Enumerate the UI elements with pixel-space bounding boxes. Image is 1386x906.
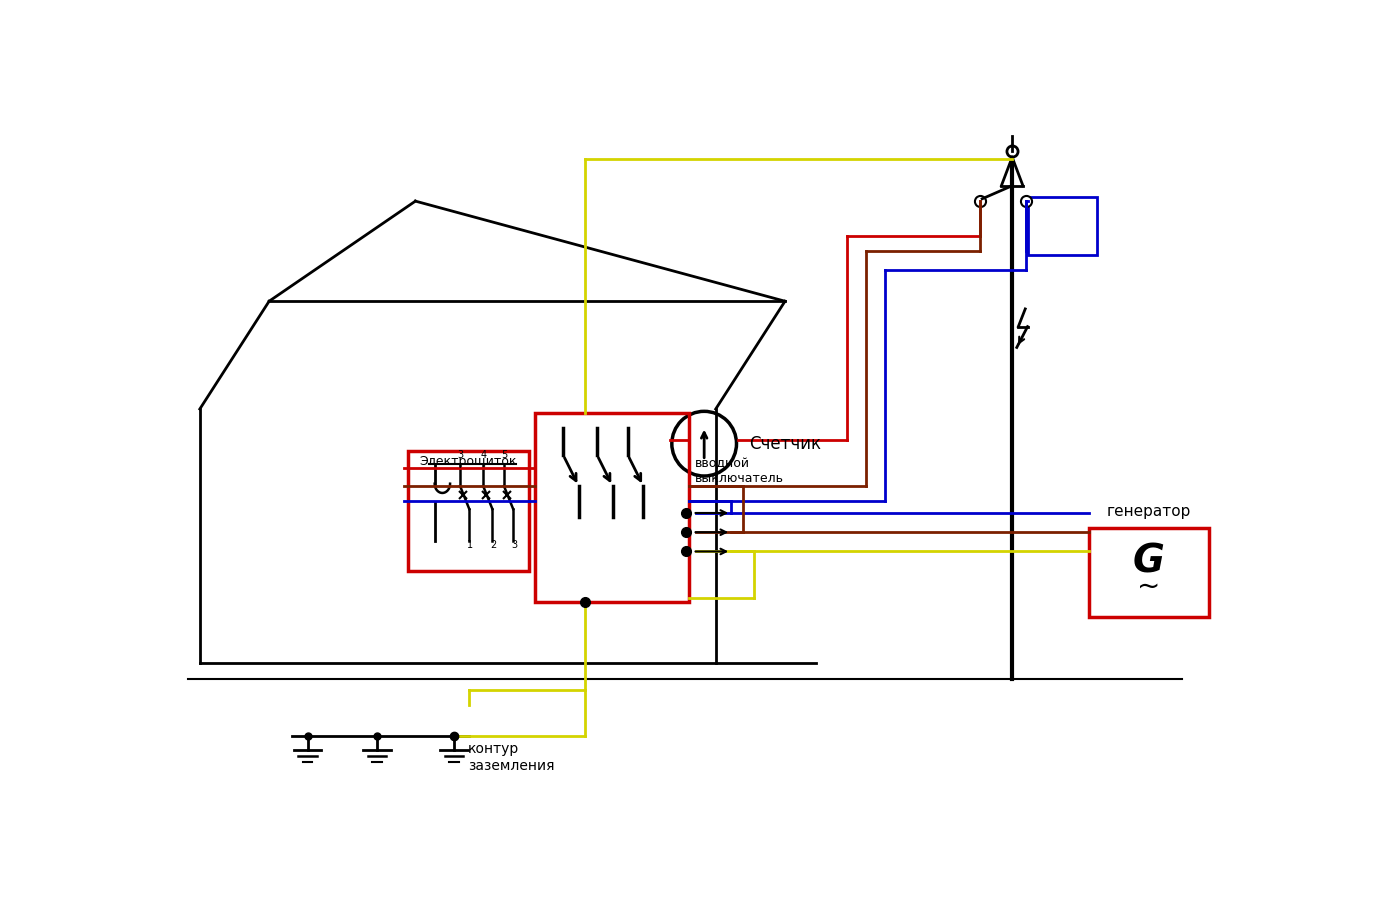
- Bar: [1027, 198, 1096, 255]
- Text: 4: 4: [481, 450, 486, 460]
- Text: 5: 5: [502, 450, 507, 460]
- Bar: [535, 413, 689, 602]
- Text: контур
заземления: контур заземления: [467, 742, 554, 773]
- Bar: [1089, 528, 1209, 617]
- Text: 3: 3: [511, 540, 517, 550]
- Text: G: G: [1132, 543, 1164, 581]
- Bar: [407, 451, 529, 571]
- Text: 1: 1: [467, 540, 473, 550]
- Text: вводной
выключатель: вводной выключатель: [694, 457, 784, 485]
- Text: 3: 3: [457, 450, 464, 460]
- Text: 2: 2: [491, 540, 496, 550]
- Text: ~: ~: [1137, 573, 1160, 601]
- Text: Электрощиток: Электрощиток: [419, 455, 517, 468]
- Text: генератор: генератор: [1106, 504, 1191, 519]
- Text: Счетчик: Счетчик: [748, 435, 821, 453]
